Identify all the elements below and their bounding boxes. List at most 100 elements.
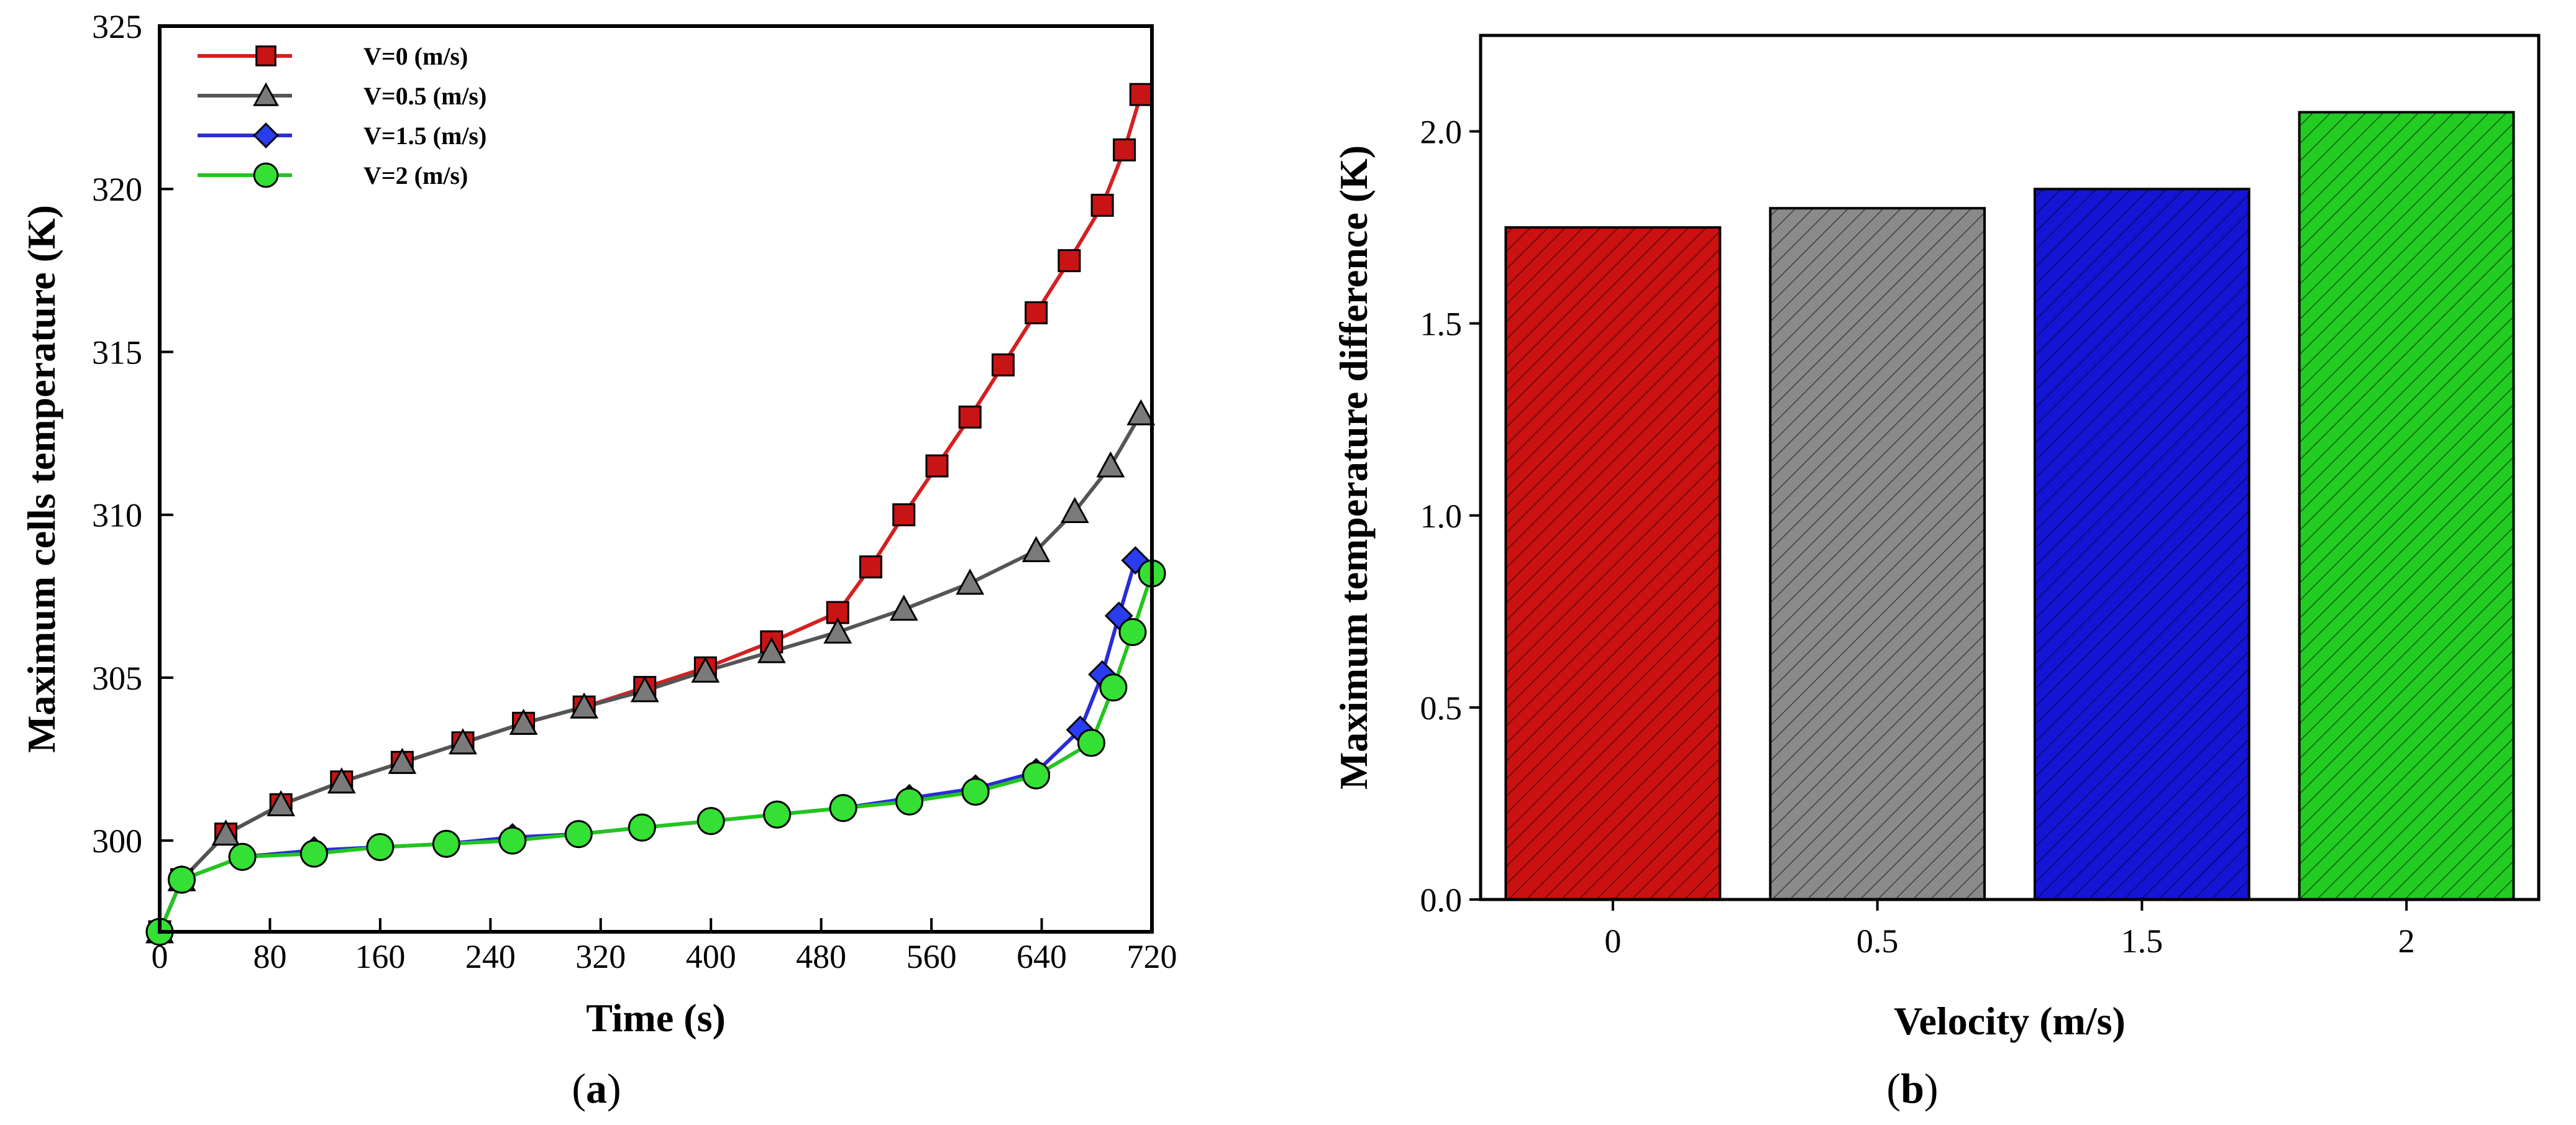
data-point-v-0-5-m-s: [509, 708, 538, 735]
data-point-v-0-m-s: [1129, 83, 1153, 106]
data-point-v-0-5-m-s: [1126, 399, 1156, 426]
panel-a-x-tick-label: 320: [575, 938, 626, 975]
legend-swatch-marker: [253, 82, 279, 106]
legend-swatch-marker: [253, 122, 279, 148]
data-point-v-2-m-s: [498, 826, 527, 855]
panel-a-x-tick-label: 560: [907, 938, 957, 975]
data-point-v-2-m-s: [432, 829, 460, 858]
panel-b-ticks-group: 0 0.5 1.5 2 0.0 0.5 1.0 1.5 2.0: [1420, 114, 2415, 960]
bar-hatch: [2034, 189, 2249, 900]
panel-a-series-group: [158, 94, 1154, 933]
data-point-v-0-m-s: [1057, 249, 1081, 273]
caption-a-letter: a: [586, 1065, 607, 1112]
panel-b-y-axis-title: Maximum temperature difference (K): [1331, 145, 1376, 790]
panel-b-x-tick-label: 0.5: [1857, 922, 1899, 960]
panel-a-y-tick-label: 320: [92, 171, 142, 208]
legend-label: V=2 (m/s): [363, 162, 468, 189]
panel-a-markers-group: [145, 83, 1166, 946]
data-point-v-2-m-s: [167, 865, 196, 894]
panel-b-x-tick-label: 0: [1604, 922, 1621, 960]
data-point-v-2-m-s: [564, 820, 593, 849]
panel-a-x-tick-label: 480: [796, 938, 846, 975]
data-point-v-0-5-m-s: [757, 637, 786, 663]
data-point-v-0-m-s: [892, 503, 916, 527]
data-point-v-0-5-m-s: [211, 819, 240, 846]
data-point-v-0-5-m-s: [630, 676, 659, 703]
legend-swatch-marker: [253, 162, 279, 188]
legend-label: V=0 (m/s): [363, 42, 468, 70]
panel-a-line-chart: 0 80 160 240 320 400 480 560 640 720 300 305 310 315 3…: [19, 8, 1177, 1040]
legend-entry-v-0-m-s: V=0 (m/s): [198, 42, 468, 70]
panel-a-y-tick-label: 310: [92, 497, 142, 534]
panel-a-x-tick-label: 160: [355, 938, 405, 975]
data-point-v-0-5-m-s: [327, 767, 356, 794]
data-point-v-2-m-s: [829, 794, 857, 822]
panel-a-x-axis-title: Time (s): [586, 996, 726, 1040]
data-point-v-0-m-s: [958, 405, 982, 429]
legend-label: V=1.5 (m/s): [363, 122, 486, 150]
series-line-v-1-5-m-s: [158, 560, 1138, 933]
data-point-v-0-m-s: [991, 353, 1015, 376]
panel-a-plot-frame: [158, 24, 1154, 934]
bar-hatch: [1505, 227, 1720, 900]
data-point-v-2-m-s: [895, 787, 924, 816]
panel-b-x-axis-title: Velocity (m/s): [1894, 999, 2126, 1043]
data-point-v-0-5-m-s: [823, 617, 852, 644]
panel-b-x-tick-label: 1.5: [2121, 922, 2163, 960]
panel-a-x-tick-label: 720: [1127, 938, 1177, 975]
data-point-v-2-m-s: [961, 777, 990, 806]
panel-b-y-tick-label: 1.0: [1420, 498, 1463, 535]
panel-b-bar-chart: 0 0.5 1.5 2 0.0 0.5 1.0 1.5 2.0 Maximum temperat…: [1331, 34, 2541, 1043]
panel-a-y-axis-title: Maximum cells temperature (K): [19, 205, 63, 753]
data-point-v-2-m-s: [1099, 673, 1128, 702]
data-point-v-0-5-m-s: [388, 747, 417, 774]
panel-a-x-tick-label: 400: [686, 938, 736, 975]
panel-b-x-tick-label: 2: [2398, 922, 2415, 960]
panel-a-legend: V=0 (m/s) V=0.5 (m/s) V=1.5 (m/s) V=2 (m/s): [198, 42, 486, 189]
series-line-v-0-m-s: [158, 94, 1143, 933]
panel-a-y-tick-label: 305: [92, 660, 142, 697]
data-point-v-0-5-m-s: [691, 656, 720, 683]
data-point-v-0-m-s: [1113, 138, 1136, 162]
data-point-v-0-m-s: [1025, 301, 1048, 325]
data-point-v-2-m-s: [228, 842, 257, 871]
data-point-v-0-5-m-s: [956, 568, 985, 595]
legend-label: V=0.5 (m/s): [363, 82, 486, 110]
panel-a-y-tick-label: 325: [92, 8, 142, 45]
data-point-v-0-m-s: [1090, 193, 1114, 217]
panel-b-y-tick-label: 2.0: [1420, 114, 1463, 151]
bar-1-5: [2033, 188, 2250, 901]
data-point-v-0-m-s: [925, 454, 949, 478]
panel-a-x-tick-label: 640: [1016, 938, 1067, 975]
data-point-v-0-5-m-s: [1060, 496, 1089, 523]
legend-entry-v-2-m-s: V=2 (m/s): [198, 162, 468, 189]
data-point-v-0-5-m-s: [267, 790, 296, 816]
data-point-v-2-m-s: [628, 813, 656, 842]
panel-a-ticks-group: 0 80 160 240 320 400 480 560 640 720 300 305 310 315 3…: [92, 8, 1177, 975]
legend-entry-v-0-5-m-s: V=0.5 (m/s): [198, 82, 486, 110]
data-point-v-1-5-m-s: [1121, 546, 1150, 575]
data-point-v-0-5-m-s: [1096, 451, 1125, 478]
data-point-v-0-5-m-s: [570, 692, 599, 719]
panel-a-y-tick-label: 315: [92, 334, 142, 371]
data-point-v-0-5-m-s: [449, 728, 477, 755]
caption-a: (a): [572, 1065, 621, 1112]
panel-b-y-tick-label: 0.0: [1420, 881, 1463, 919]
data-point-v-2-m-s: [697, 807, 725, 836]
bar-0-5: [1769, 207, 1986, 901]
caption-b-letter: b: [1901, 1065, 1924, 1112]
data-point-v-2-m-s: [299, 839, 328, 868]
data-point-v-2-m-s: [1077, 729, 1105, 757]
legend-entry-v-1-5-m-s: V=1.5 (m/s): [198, 122, 486, 150]
data-point-v-0-m-s: [859, 555, 883, 579]
data-point-v-2-m-s: [1118, 617, 1147, 646]
caption-b: (b): [1886, 1065, 1938, 1112]
data-point-v-0-5-m-s: [889, 594, 918, 621]
data-point-v-2-m-s: [1022, 761, 1051, 790]
series-line-v-2-m-s: [158, 573, 1154, 933]
panel-b-bars-group: [1504, 111, 2515, 901]
data-point-v-0-5-m-s: [1021, 535, 1051, 562]
panel-a-x-tick-label: 0: [152, 938, 168, 975]
panel-a-x-tick-label: 80: [253, 938, 286, 975]
